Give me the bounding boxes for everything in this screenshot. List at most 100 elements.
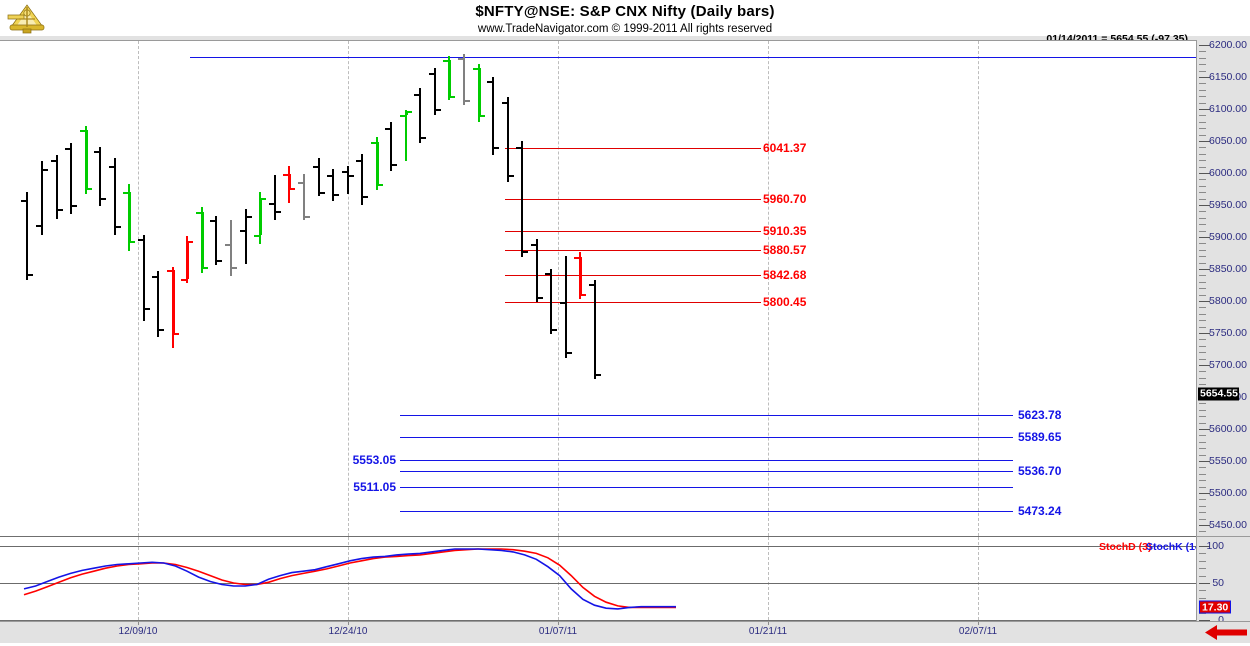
level-line <box>400 470 1013 472</box>
axis-minor-tick <box>1199 326 1206 328</box>
vertical-gridline <box>978 537 979 620</box>
level-tick <box>755 301 761 303</box>
level-line <box>400 511 1013 513</box>
axis-minor-tick <box>1199 288 1206 290</box>
scroll-left-arrow-icon[interactable] <box>1205 624 1247 641</box>
axis-minor-tick <box>1199 211 1206 213</box>
bar-open-tick <box>531 244 536 247</box>
bar-range <box>99 147 101 206</box>
bar-close-tick <box>290 188 295 191</box>
axis-minor-tick <box>1199 435 1206 437</box>
bar-body <box>85 130 88 189</box>
price-axis-label: 6100.00 <box>1209 103 1247 115</box>
axis-minor-tick <box>1199 243 1206 245</box>
stoch-curves <box>23 548 676 610</box>
axis-minor-tick <box>1199 249 1206 251</box>
axis-minor-tick <box>1199 89 1206 91</box>
bar-open-tick <box>269 202 274 205</box>
price-axis[interactable]: 6200.00 6150.00 6100.00 6050.00 6000.00 5950.… <box>1196 39 1250 626</box>
bar-range <box>70 143 72 214</box>
axis-minor-tick <box>1199 160 1206 162</box>
date-axis-tick <box>768 622 769 625</box>
date-axis-tick <box>558 622 559 625</box>
bar-close-tick <box>465 100 470 103</box>
bar-open-tick <box>473 68 478 71</box>
axis-minor-tick <box>1199 560 1206 562</box>
stoch-d-legend: StochD (3) <box>1099 541 1152 553</box>
bar-range <box>463 53 465 105</box>
bar-open-tick <box>167 270 172 272</box>
bar-body <box>478 68 481 116</box>
bar-range <box>215 215 217 265</box>
bar-open-tick <box>400 115 405 118</box>
current-price-marker: 5654.55 <box>1198 387 1239 401</box>
bar-close-tick <box>436 108 441 111</box>
axis-minor-tick <box>1199 128 1206 130</box>
axis-minor-tick <box>1199 185 1206 187</box>
level-line <box>400 436 1013 438</box>
axis-minor-tick <box>1199 553 1206 555</box>
price-axis-label: 5550.00 <box>1209 455 1247 467</box>
stoch-series-line <box>23 548 676 609</box>
level-line <box>190 57 1196 59</box>
axis-minor-tick <box>1199 102 1206 104</box>
axis-minor-tick <box>1199 198 1206 200</box>
axis-minor-tick <box>1199 568 1206 570</box>
axis-major-tick <box>1199 525 1210 526</box>
axis-minor-tick <box>1199 320 1206 322</box>
axis-minor-tick <box>1199 64 1206 66</box>
bar-range <box>565 255 567 359</box>
axis-minor-tick <box>1199 403 1206 405</box>
bar-close-tick <box>116 226 121 229</box>
axis-panel-divider <box>1197 536 1250 537</box>
bar-range <box>41 161 43 235</box>
level-line <box>505 301 755 303</box>
axis-minor-tick <box>1199 70 1206 72</box>
bar-body <box>579 257 582 295</box>
chart-title: $NFTY@NSE: S&P CNX Nifty (Daily bars) <box>475 3 775 20</box>
axis-minor-tick <box>1199 294 1206 296</box>
stoch-series-line <box>23 548 676 610</box>
level-tick <box>755 250 761 252</box>
resistance-label-5: 5800.45 <box>763 294 807 309</box>
bar-open-tick <box>254 234 259 237</box>
bar-open-tick <box>414 94 419 96</box>
bar-close-tick <box>538 296 543 299</box>
bar-range <box>521 140 523 258</box>
bar-close-tick <box>421 136 426 139</box>
bar-close-tick <box>581 294 586 297</box>
support-label-right-0: 5623.78 <box>1018 407 1062 422</box>
axis-minor-tick <box>1199 96 1206 98</box>
axis-major-tick <box>1199 429 1210 430</box>
bar-open-tick <box>342 170 347 173</box>
resistance-label-1: 5960.70 <box>763 192 807 207</box>
axis-minor-tick <box>1199 217 1206 219</box>
bar-close-tick <box>87 188 92 191</box>
axis-minor-tick <box>1199 339 1206 341</box>
date-axis-label: 12/09/10 <box>118 626 158 637</box>
level-line <box>505 199 755 201</box>
bar-open-tick <box>138 239 143 242</box>
vertical-gridline <box>138 537 139 620</box>
axis-major-tick <box>1199 45 1210 46</box>
axis-minor-tick <box>1199 134 1206 136</box>
support-label-left-0: 5553.05 <box>352 453 396 468</box>
bar-close-tick <box>130 241 135 244</box>
bar-range <box>157 271 159 338</box>
price-chart-panel[interactable]: TradeNavigator.com 6041.375960.705910.35… <box>0 40 1196 537</box>
bar-range <box>274 175 276 221</box>
level-line <box>505 147 755 149</box>
axis-major-tick <box>1199 141 1210 142</box>
stoch-axis-label: 100 <box>1206 540 1224 552</box>
level-line <box>505 274 755 276</box>
date-axis-label: 12/24/10 <box>328 626 368 637</box>
bar-open-tick <box>545 273 550 276</box>
stochastic-panel[interactable] <box>0 537 1196 621</box>
bar-open-tick <box>356 159 361 162</box>
axis-minor-tick <box>1199 416 1206 418</box>
price-axis-label: 5950.00 <box>1209 199 1247 211</box>
bar-close-tick <box>232 266 237 269</box>
price-axis-label: 5850.00 <box>1209 263 1247 275</box>
bar-range <box>56 154 58 219</box>
